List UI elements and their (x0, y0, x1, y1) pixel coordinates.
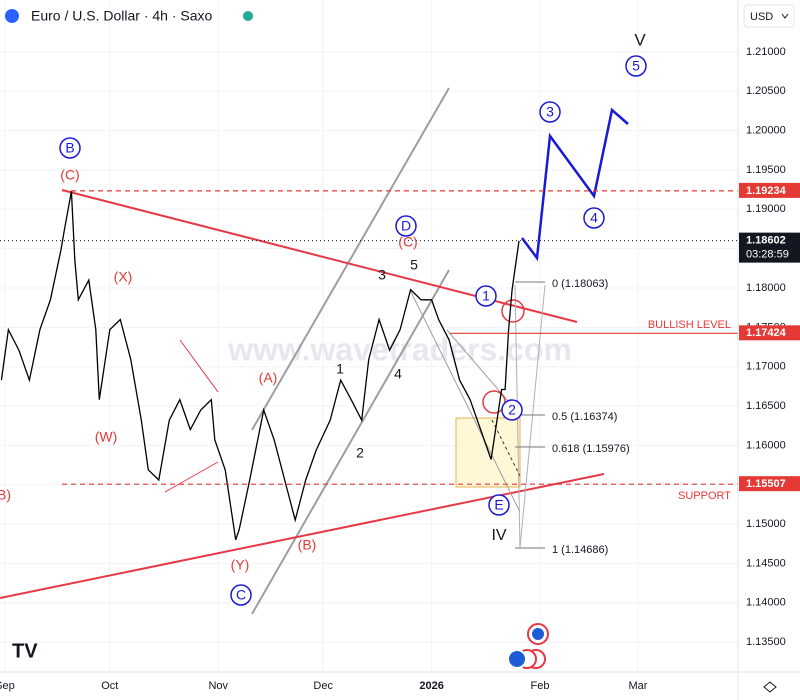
channel-line (251, 269, 450, 615)
wave-label: (X) (114, 269, 133, 285)
wave-line (179, 339, 219, 393)
wave-label: (W) (95, 429, 118, 445)
wave-label: 2 (508, 402, 516, 418)
wave-label: (C) (398, 234, 417, 250)
wave-label: (Y) (231, 557, 250, 573)
annotations: B(C)(X)(W)(A)(Y)C(B)12345D(C)12EIV345VB)… (0, 30, 731, 606)
wave-label: 0.618 (1.15976) (552, 443, 630, 455)
chart-title: Euro / U.S. Dollar · 4h · Saxo (31, 8, 213, 24)
y-tick-label: 1.21000 (746, 46, 786, 58)
wave-label: SUPPORT (678, 490, 731, 502)
y-tick-label: 1.13500 (746, 636, 786, 648)
currency: USD (750, 11, 773, 23)
x-tick-label: Mar (628, 680, 647, 692)
x-tick-label: 2026 (419, 680, 443, 692)
price-tag-label: 1.15507 (746, 478, 786, 490)
fib-line (519, 284, 546, 549)
x-axis-panel (0, 672, 738, 700)
y-tick-label: 1.18000 (746, 282, 786, 294)
wave-label: 1 (482, 288, 490, 304)
price-tag-label: 1.19234 (746, 185, 787, 197)
dropdown-icon (781, 13, 789, 19)
wave-label: 5 (410, 257, 418, 273)
countdown: 03:28:59 (746, 249, 789, 261)
y-tick-label: 1.17000 (746, 361, 786, 373)
wave-label: B (65, 140, 74, 156)
price-tag (739, 232, 800, 263)
price-tag (739, 325, 800, 341)
y-tick-label: 1.20000 (746, 125, 786, 137)
wave-label: C (236, 587, 246, 603)
x-tick-label: Sep (0, 680, 15, 692)
y-tick-label: 1.15000 (746, 518, 786, 530)
price-tag (739, 476, 800, 492)
label-circle (230, 584, 252, 606)
y-axis-panel (738, 0, 800, 700)
y-tick-label: 1.14000 (746, 597, 786, 609)
wave-label: V (634, 30, 646, 49)
y-tick-label: 1.19000 (746, 203, 786, 215)
wave-label: (B) (298, 537, 317, 553)
y-tick-label: 1.19500 (746, 164, 786, 176)
wedge-line (409, 289, 521, 513)
status-dot (243, 11, 253, 21)
wave-label: 4 (394, 366, 402, 382)
logo: TV (12, 640, 38, 662)
plot (0, 190, 738, 541)
label-circle (488, 494, 510, 516)
wave-label: D (401, 218, 411, 234)
x-tick-label: Nov (208, 680, 228, 692)
axes: 1.135001.140001.145001.150001.155001.160… (0, 46, 800, 692)
watermark: www.wavetraders.com (227, 331, 572, 367)
x-tick-label: Oct (101, 680, 118, 692)
x-tick-label: Feb (531, 680, 550, 692)
wave-label: 1 (336, 361, 344, 377)
wave-label: 3 (546, 104, 554, 120)
label-circle (501, 399, 523, 421)
trendline (0, 473, 605, 599)
symbol-icon (5, 9, 19, 23)
currency-button[interactable] (743, 4, 795, 28)
projection-path (521, 107, 629, 262)
wave-label: (C) (60, 167, 79, 183)
wave-label: 5 (632, 58, 640, 74)
wave-label: 1 (1.14686) (552, 544, 608, 556)
wave-label: 2 (356, 445, 364, 461)
y-tick-label: 1.14500 (746, 557, 786, 569)
label-circle (583, 207, 605, 229)
event-icon-inner (532, 628, 544, 640)
event-icons (507, 623, 549, 669)
label-circle (539, 101, 561, 123)
marker-circle (501, 299, 525, 323)
wave-label: 0.5 (1.16374) (552, 411, 617, 423)
price-tag (739, 182, 800, 198)
wave-label: (A) (259, 370, 278, 386)
event-icon[interactable] (507, 649, 527, 669)
y-tick-label: 1.16000 (746, 439, 786, 451)
dashed-path (491, 419, 521, 477)
wave-label: IV (491, 527, 506, 544)
wave-label: BULLISH LEVEL (648, 319, 731, 331)
wave-label: 4 (590, 210, 598, 226)
channel-line (251, 87, 450, 431)
label-circle (59, 137, 81, 159)
y-tick-label: 1.20500 (746, 85, 786, 97)
settings-icon[interactable] (763, 681, 777, 693)
price-tag-label: 1.17424 (746, 327, 787, 339)
wave-label: 0 (1.18063) (552, 278, 608, 290)
wave-line (164, 461, 219, 493)
wave-label: 3 (378, 267, 386, 283)
x-tick-label: Dec (313, 680, 333, 692)
label-circle (395, 215, 417, 237)
price-tag-label: 1.18602 (746, 235, 786, 247)
label-circle (475, 285, 497, 307)
label-circle (625, 55, 647, 77)
wave-label: E (494, 497, 503, 513)
wave-label: B) (0, 487, 11, 503)
price-line (0, 191, 520, 541)
y-tick-label: 1.16500 (746, 400, 786, 412)
